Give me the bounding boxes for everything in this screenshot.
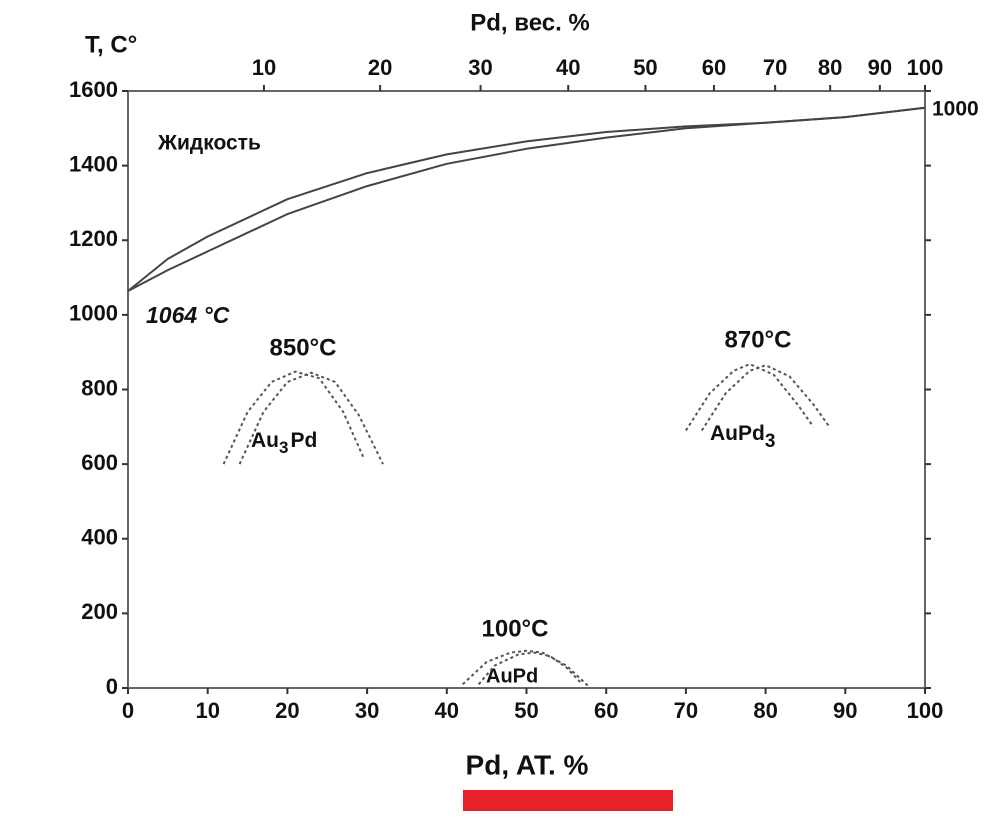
phase-boundary [127, 106, 926, 292]
plot-frame [127, 90, 926, 689]
y-tick-label: 600 [81, 450, 118, 475]
phase-label: AuPd [486, 665, 538, 687]
top-tick-label: 80 [818, 55, 842, 80]
highlight-bar [463, 790, 673, 811]
x-tick-label: 0 [122, 698, 134, 723]
x-tick-label: 60 [594, 698, 618, 723]
top-tick-label: 20 [368, 55, 392, 80]
top-tick-label: 60 [702, 55, 726, 80]
x-tick-label: 90 [833, 698, 857, 723]
x-tick-label: 10 [195, 698, 219, 723]
ordering-dome [700, 364, 831, 432]
annotation: 100°C [482, 615, 549, 642]
y-tick-label: 200 [81, 599, 118, 624]
top-axis-label: Pd, вес. % [470, 9, 590, 36]
top-tick-label: 70 [763, 55, 787, 80]
x-tick-label: 30 [355, 698, 379, 723]
y-tick-label: 400 [81, 525, 118, 550]
phase-label: AuPd3 [710, 422, 775, 452]
x-tick-label: 20 [275, 698, 299, 723]
x-tick-label: 70 [674, 698, 698, 723]
x-axis-label: Pd, AT. % [466, 749, 589, 780]
x-tick-label: 100 [907, 698, 944, 723]
annotation: 1000 [932, 98, 979, 121]
ordering-dome [685, 363, 815, 432]
x-tick-label: 50 [514, 698, 538, 723]
ordering-dome [462, 649, 591, 689]
top-tick-label: 50 [633, 55, 657, 80]
x-tick-label: 40 [435, 698, 459, 723]
ordering-dome [222, 370, 365, 465]
x-tick-label: 80 [753, 698, 777, 723]
y-tick-label: 1600 [69, 77, 118, 102]
y-tick-label: 1000 [69, 301, 118, 326]
annotation: 870°C [725, 326, 792, 353]
top-tick-label: 40 [556, 55, 580, 80]
y-tick-label: 0 [106, 674, 118, 699]
top-tick-label: 10 [252, 55, 276, 80]
annotation: 1064 °C [146, 302, 230, 328]
annotation: Жидкость [157, 132, 261, 155]
y-tick-label: 1400 [69, 151, 118, 176]
y-axis-label: T, C° [85, 31, 137, 58]
phase-label: Au3Pd [251, 429, 317, 458]
ordering-dome [477, 651, 584, 685]
top-tick-label: 100 [907, 55, 944, 80]
top-tick-label: 90 [868, 55, 892, 80]
y-tick-label: 800 [81, 375, 118, 400]
annotation: 850°C [270, 334, 337, 361]
ordering-dome [238, 371, 384, 465]
top-tick-label: 30 [468, 55, 492, 80]
y-tick-label: 1200 [69, 226, 118, 251]
